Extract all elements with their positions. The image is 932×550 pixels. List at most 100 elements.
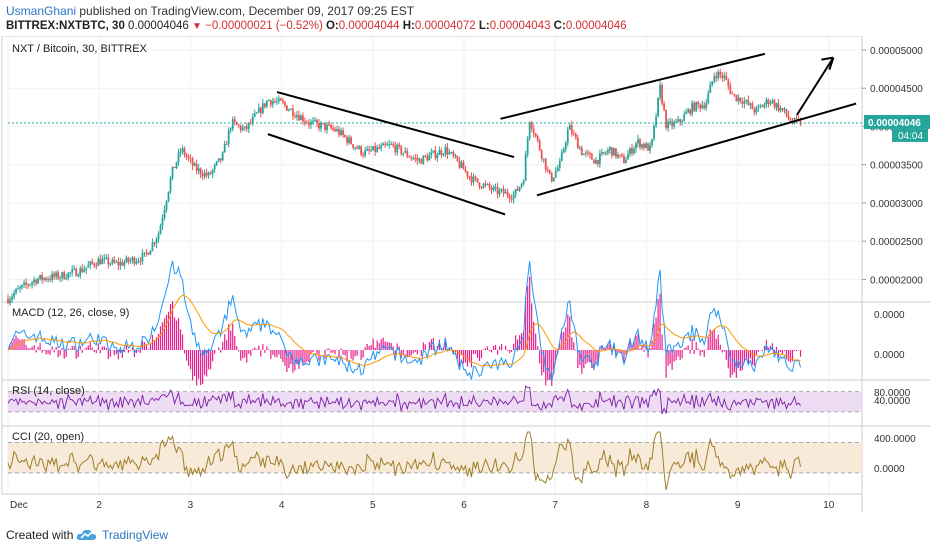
candle-body — [552, 177, 555, 182]
candle-body — [310, 121, 312, 125]
candle-body — [446, 147, 449, 155]
candle-body — [21, 284, 23, 288]
candle-body — [89, 261, 92, 266]
candle-body — [163, 209, 166, 219]
candle-body — [771, 100, 774, 103]
candle-body — [769, 102, 772, 105]
candle-body — [474, 176, 477, 179]
candle-body — [41, 274, 44, 280]
projection-arrow-head — [821, 56, 835, 70]
candle-body — [693, 102, 696, 112]
candle-body — [683, 114, 686, 121]
candle-body — [292, 108, 294, 117]
candle-body — [759, 105, 762, 107]
price-tick-label: 0.00002000 — [870, 275, 923, 286]
candle-body — [570, 125, 573, 134]
candle-body — [536, 135, 539, 141]
candle-body — [135, 261, 138, 264]
candle-body — [263, 103, 266, 107]
high-value: 0.00004072 — [414, 20, 476, 32]
candle-body — [540, 149, 543, 159]
candle-body — [669, 121, 672, 123]
candle-body — [548, 169, 551, 174]
candle-body — [785, 109, 788, 116]
candle-body — [328, 124, 330, 126]
candle-body — [613, 148, 615, 156]
candle-body — [199, 168, 202, 175]
low-label: L: — [478, 20, 490, 32]
candle-body — [482, 183, 485, 188]
candle-body — [659, 84, 661, 98]
candle-body — [169, 178, 172, 192]
candle-body — [530, 122, 533, 129]
x-tick-label: 7 — [552, 500, 558, 511]
candle-body — [488, 183, 491, 188]
candle-body — [428, 155, 431, 161]
candle-body — [65, 278, 68, 280]
candle-body — [231, 119, 234, 129]
indicator-title: MACD (12, 26, close, 9) — [12, 307, 129, 319]
price-tick-label: 0.00005000 — [870, 46, 923, 57]
candle-body — [342, 130, 344, 136]
candle-body — [269, 100, 272, 105]
candle-body — [123, 262, 126, 266]
price-tick-label: 0.00003000 — [870, 199, 923, 210]
candle-body — [655, 116, 657, 126]
candle-body — [271, 101, 274, 105]
candle-body — [283, 102, 286, 106]
close-label: C: — [553, 20, 566, 32]
candle-body — [647, 143, 649, 151]
tradingview-brand[interactable]: TradingView — [76, 528, 168, 542]
candle-body — [444, 147, 447, 155]
candle-body — [422, 155, 425, 164]
candle-body — [193, 163, 196, 166]
candle-body — [51, 273, 54, 280]
candle-body — [783, 109, 786, 111]
candle-body — [378, 147, 381, 149]
candle-body — [354, 147, 357, 149]
candle-body — [663, 103, 665, 111]
candle-body — [711, 81, 714, 85]
candle-body — [558, 160, 561, 168]
candle-body — [426, 156, 429, 161]
candle-body — [362, 154, 365, 156]
candle-body — [621, 154, 623, 157]
candle-body — [55, 272, 58, 277]
candle-body — [623, 156, 625, 164]
candle-body — [496, 186, 499, 195]
candle-body — [408, 156, 411, 158]
candle-body — [460, 162, 463, 168]
candle-body — [462, 162, 465, 170]
trading-chart[interactable]: NXT / Bitcoin, 30, BITTREX 0.00005000 0.00… — [0, 36, 932, 512]
x-tick-label: 3 — [188, 500, 194, 511]
candle-body — [147, 252, 150, 255]
candle-body — [57, 272, 60, 279]
candle-body — [13, 293, 15, 297]
candle-body — [484, 183, 487, 185]
candle-body — [43, 278, 46, 280]
author-link[interactable]: UsmanGhani — [6, 4, 77, 18]
candles — [7, 68, 802, 306]
quote-line: BITTREX:NXTBTC, 30 0.00004046 ▼ −0.00000… — [6, 20, 627, 32]
candle-body — [584, 152, 587, 154]
candle-body — [412, 157, 415, 159]
candle-body — [149, 250, 152, 255]
candle-body — [348, 137, 350, 143]
price-tick-label: 0.00003500 — [870, 161, 923, 172]
candle-body — [29, 284, 31, 286]
candle-body — [448, 152, 451, 155]
candle-body — [615, 148, 617, 158]
candle-body — [191, 158, 194, 166]
candle-body — [73, 268, 76, 270]
candle-body — [707, 93, 710, 103]
candle-body — [538, 140, 541, 150]
candle-body — [366, 148, 369, 151]
candle-body — [580, 147, 583, 155]
candle-body — [113, 259, 116, 263]
candle-body — [470, 176, 473, 183]
candle-body — [374, 146, 377, 152]
candle-body — [510, 198, 513, 200]
candle-body — [350, 137, 352, 145]
candle-body — [639, 139, 641, 148]
candle-body — [506, 191, 509, 196]
